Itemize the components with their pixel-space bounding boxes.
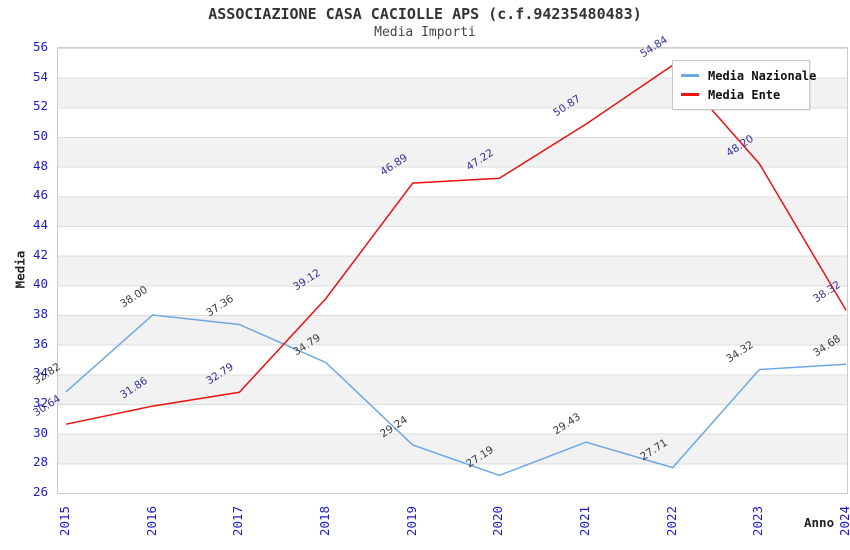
x-tick-label: 2021 [577,505,592,537]
y-tick-label: 54 [32,68,48,84]
x-tick-label: 2022 [663,505,679,537]
y-tick-label: 52 [32,98,48,114]
y-tick-label: 50 [32,128,48,143]
x-tick-label: 2016 [143,505,159,537]
data-label: 34.68 [811,333,843,360]
chart-title: ASSOCIAZIONE CASA CACIOLLE APS (c.f.9423… [208,5,642,23]
y-tick-label: 46 [32,187,48,203]
data-label: 50.87 [551,92,583,120]
y-tick-label: 34 [32,365,48,381]
x-tick-label: 2019 [403,505,419,537]
x-tick-label: 2023 [750,505,766,537]
y-tick-label: 56 [32,39,48,54]
y-tick-label: 44 [32,217,48,232]
y-tick-label: 38 [32,306,48,321]
line-series-svg [65,64,847,477]
legend-item: Media Nazionale [681,66,816,85]
data-label: 34.79 [291,331,323,358]
y-tick-label: 28 [32,454,48,470]
y-tick-label: 40 [32,276,48,292]
data-label: 47.22 [464,147,497,174]
y-tick-label: 42 [32,246,48,262]
data-label: 27.71 [637,436,670,463]
data-label: 38.32 [811,279,843,306]
legend-label: Media Ente [708,87,781,102]
data-label: 46.89 [377,151,410,179]
data-label: 38.00 [117,283,150,311]
data-label: 29.43 [551,410,583,438]
x-tick-label: 2024 [837,505,850,537]
legend-item: Media Ente [681,85,801,104]
x-tick-label: 2020 [490,505,506,537]
x-tick-label: 2017 [230,505,246,537]
legend: Media Nazionale Media Ente [672,60,816,110]
data-label: 39.12 [291,267,323,294]
series-line-media-nazionale [65,314,847,477]
legend-swatch-icon [681,74,699,77]
x-tick-label: 2015 [57,505,72,537]
y-tick-label: 30 [32,424,48,440]
data-label: 31.86 [117,374,150,402]
data-label: 27.19 [464,444,497,471]
data-label: 29.24 [377,413,410,441]
y-tick-label: 36 [32,335,48,351]
legend-swatch-icon [681,93,699,96]
y-tick-label: 32 [32,395,48,410]
data-label: 34.32 [724,338,757,365]
y-tick-label: 26 [32,484,48,499]
series-line-media-ente [65,64,847,425]
data-label: 48.20 [724,132,757,159]
x-axis-title: Anno [804,515,835,530]
data-point-labels: 32.82 38.00 37.36 34.79 29.24 27.19 29.43 27.71… [31,34,847,493]
data-label: 37.36 [204,293,237,320]
data-label: 32.79 [204,361,237,388]
legend-label: Media Nazionale [708,68,817,83]
x-tick-label: 2018 [317,505,332,537]
chart-subtitle: Media Importi [374,25,476,40]
y-tick-label: 48 [32,157,48,173]
plot-area: 32.82 38.00 37.36 34.79 29.24 27.19 29.43 27.71… [31,34,848,494]
